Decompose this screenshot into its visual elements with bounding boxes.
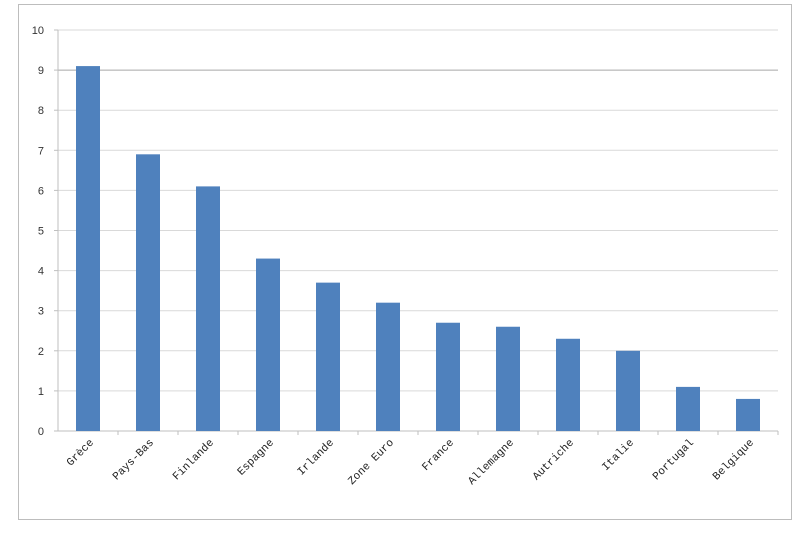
- bar: [736, 398, 760, 431]
- y-tick-label: 10: [32, 25, 44, 37]
- bar: [196, 186, 220, 431]
- x-tick-label: Espagne: [236, 437, 277, 478]
- bar: [136, 154, 160, 431]
- y-tick-label: 5: [38, 226, 44, 238]
- x-tick-label: Allemagne: [466, 437, 517, 488]
- x-tick-label: Irlande: [296, 437, 337, 478]
- x-tick-label: France: [420, 437, 456, 473]
- x-tick-label: Finlande: [171, 437, 217, 483]
- bar: [496, 326, 520, 431]
- y-tick-label: 6: [38, 185, 44, 197]
- x-tick-label: Portugal: [651, 437, 697, 483]
- x-tick-label: Zone Euro: [346, 437, 397, 488]
- y-tick-label: 8: [38, 105, 44, 117]
- bar: [616, 350, 640, 431]
- y-tick-label: 3: [38, 306, 44, 318]
- bar: [676, 386, 700, 431]
- y-tick-label: 9: [38, 65, 44, 77]
- y-tick-label: 1: [38, 386, 44, 398]
- bar: [376, 302, 400, 431]
- chart-frame: [18, 4, 792, 520]
- x-tick-label: Belgique: [711, 437, 757, 483]
- bar: [436, 322, 460, 431]
- y-tick-label: 4: [38, 266, 44, 278]
- x-tick-label: Grèce: [65, 437, 97, 469]
- bar: [76, 66, 100, 431]
- bar: [556, 338, 580, 431]
- x-tick-label: Italie: [600, 437, 636, 473]
- y-tick-label: 7: [38, 145, 44, 157]
- x-tick-label: Pays-Bas: [111, 437, 157, 483]
- x-tick-label: Autriche: [531, 437, 577, 483]
- bar: [256, 258, 280, 431]
- bar: [316, 282, 340, 431]
- y-tick-label: 0: [38, 426, 44, 438]
- y-tick-label: 2: [38, 346, 44, 358]
